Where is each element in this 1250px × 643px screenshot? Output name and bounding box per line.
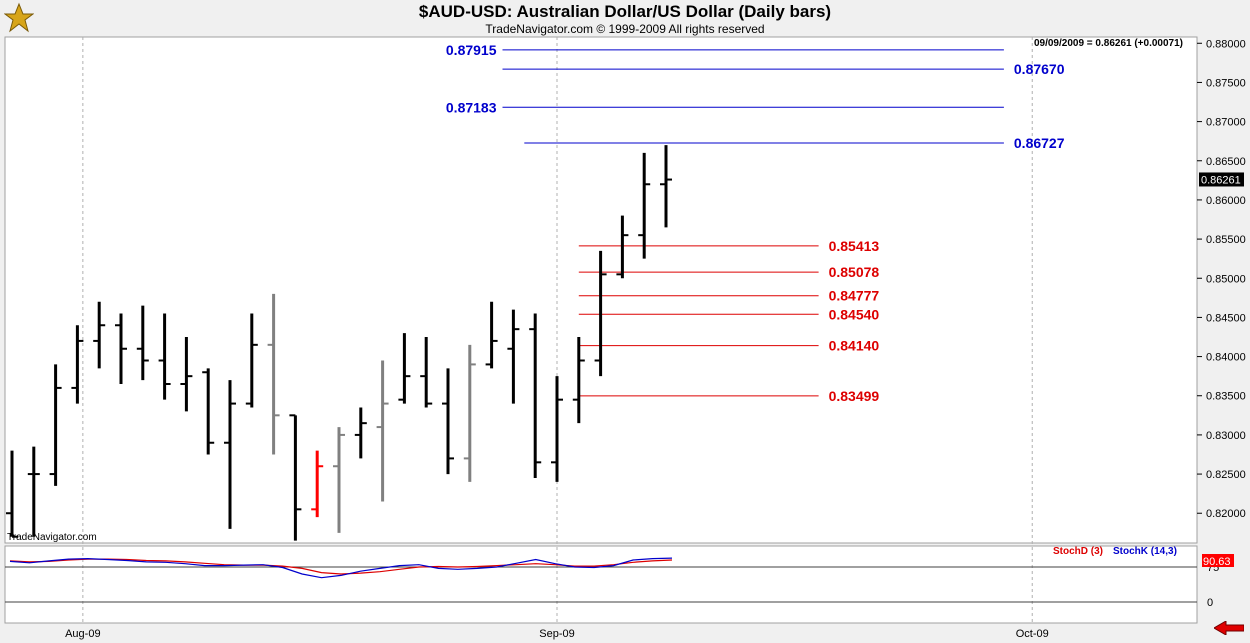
price-bar (180, 336, 193, 412)
price-bar (93, 301, 106, 369)
price-bar (267, 293, 280, 455)
price-readout: 09/09/2009 = 0.86261 (+0.00071) (1034, 38, 1183, 49)
price-bar (6, 450, 18, 538)
support-label: 0.84540 (829, 306, 880, 322)
y-tick-label: 0.83000 (1206, 430, 1246, 442)
copyright-text: TradeNavigator.com © 1999-2009 All right… (485, 22, 765, 36)
y-tick-label: 0.87500 (1206, 77, 1246, 89)
stoch-series-line (9, 557, 673, 579)
resistance-label: 0.87915 (446, 42, 497, 58)
y-tick-label: 0.84000 (1206, 352, 1246, 364)
price-bar (202, 368, 215, 455)
x-tick-label: Oct-09 (1016, 628, 1049, 640)
y-tick-label: 0.85000 (1206, 273, 1246, 285)
price-bar (224, 380, 236, 529)
y-tick-label: 0.85500 (1206, 234, 1246, 246)
stoch-last-box (1202, 554, 1234, 567)
price-bar (27, 446, 40, 537)
price-bar (507, 309, 520, 404)
price-bar (638, 152, 651, 259)
x-tick-label: Sep-09 (539, 628, 574, 640)
price-bar (529, 313, 542, 478)
stoch-tick-label: 0 (1207, 597, 1213, 609)
price-bar (485, 301, 498, 369)
resistance-label: 0.86727 (1014, 135, 1065, 151)
price-bar (245, 313, 258, 408)
price-bar (420, 336, 433, 408)
resistance-label: 0.87670 (1014, 61, 1065, 77)
y-tick-label: 0.88000 (1206, 38, 1246, 50)
price-bar (289, 414, 302, 541)
last-price-box (1199, 172, 1244, 187)
price-bar (115, 313, 127, 384)
last-price-label: 0.86261 (1201, 174, 1241, 186)
price-bar (158, 313, 171, 400)
support-label: 0.85413 (829, 238, 880, 254)
y-tick-label: 0.86000 (1206, 195, 1246, 207)
price-bar (71, 325, 84, 404)
y-tick-label: 0.83500 (1206, 391, 1246, 403)
stochastic-panel (4, 545, 1198, 624)
back-arrow-icon[interactable] (1213, 620, 1245, 640)
y-tick-label: 0.82500 (1206, 469, 1246, 481)
y-tick-label: 0.87000 (1206, 117, 1246, 129)
price-bar (616, 215, 629, 279)
resistance-label: 0.87183 (446, 99, 497, 115)
y-tick-label: 0.82000 (1206, 508, 1246, 520)
x-tick-label: Aug-09 (65, 628, 100, 640)
legend-stochd: StochD (3) (1053, 546, 1103, 557)
chart-title: $AUD-USD: Australian Dollar/US Dollar (D… (418, 2, 832, 21)
legend-stochk: StochK (14,3) (1113, 546, 1177, 557)
price-bar (551, 376, 563, 482)
price-bar (463, 344, 476, 482)
stoch-last-label: 90.63 (1203, 556, 1231, 568)
support-label: 0.85078 (829, 264, 880, 280)
price-bar (442, 368, 454, 475)
price-bar (594, 250, 607, 377)
watermark: TradeNavigator.com (7, 532, 97, 543)
price-bar (49, 364, 62, 486)
support-label: 0.84140 (829, 338, 880, 354)
trade-navigator-logo-icon[interactable] (3, 2, 35, 34)
price-bar (572, 336, 585, 424)
support-label: 0.84777 (829, 288, 880, 304)
price-bar (311, 450, 324, 518)
price-bar (398, 333, 411, 404)
y-tick-label: 0.86500 (1206, 156, 1246, 168)
price-bar (333, 427, 345, 533)
support-label: 0.83499 (829, 388, 880, 404)
price-bar (136, 305, 149, 381)
price-bar (376, 360, 389, 502)
price-bar (354, 407, 367, 459)
y-tick-label: 0.84500 (1206, 312, 1246, 324)
price-bar (660, 145, 672, 228)
